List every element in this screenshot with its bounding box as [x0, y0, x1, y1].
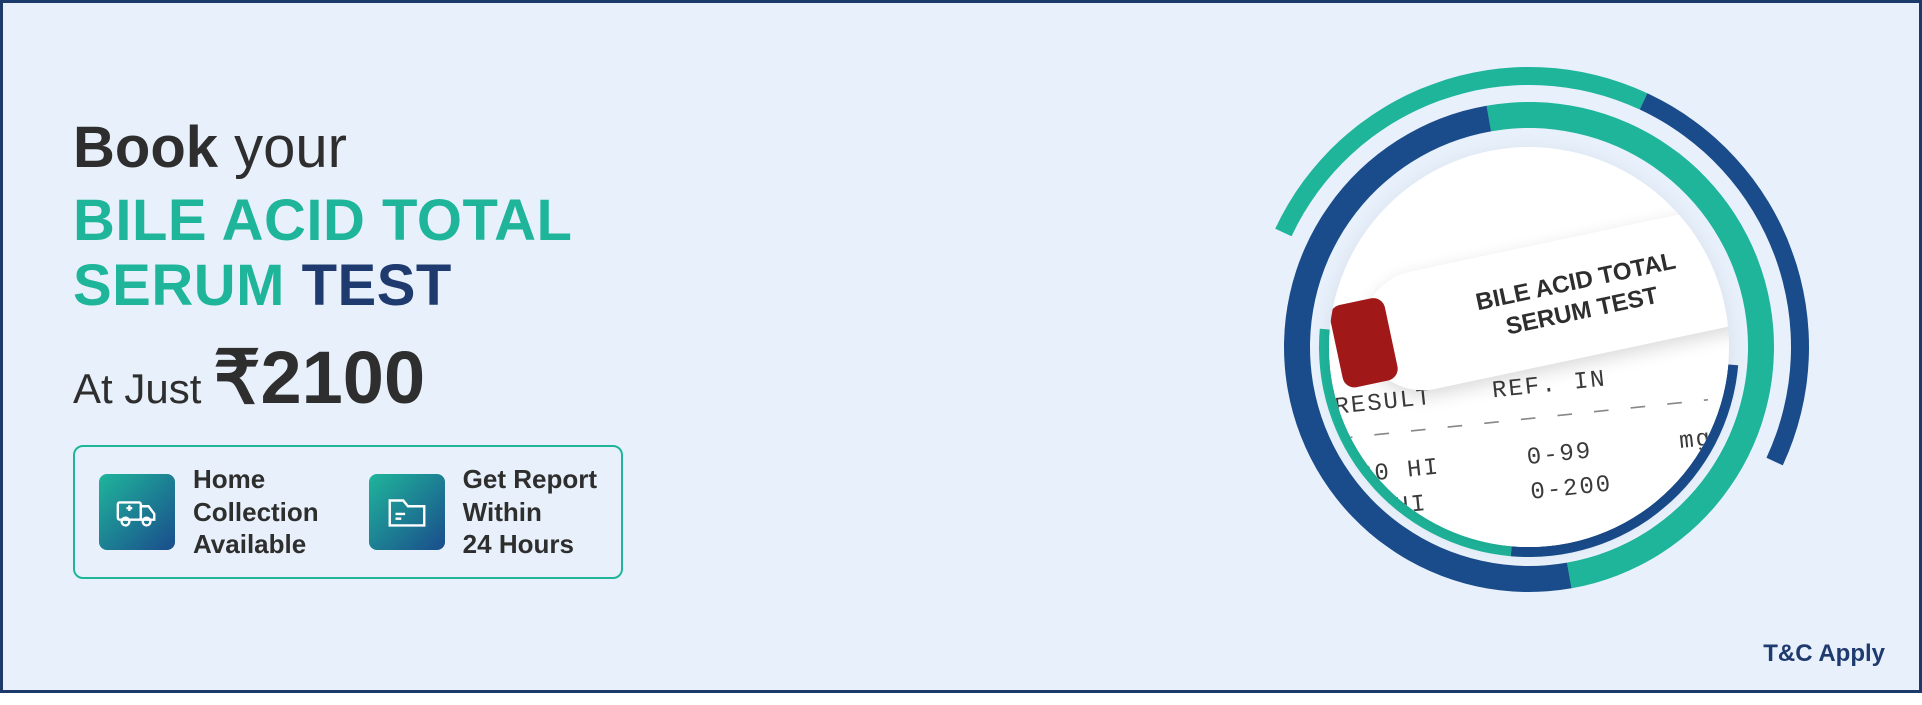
feature-home-collection: Home Collection Available: [99, 463, 319, 561]
report-folder-icon: [369, 474, 445, 550]
heading-line-2b: SERUM TEST: [73, 254, 623, 319]
heading-line-1: Book your: [73, 114, 623, 181]
tube-label: BILE ACID TOTAL SERUM TEST: [1473, 246, 1685, 347]
text-content: Book your BILE ACID TOTAL SERUM TEST At …: [73, 114, 623, 578]
price-prefix: At Just: [73, 365, 201, 413]
features-box: Home Collection Available Get Report Wit…: [73, 445, 623, 579]
circle-photo: RESULT REF. IN — — — — — — — — — — — 560…: [1329, 147, 1729, 547]
tnc-text: T&C Apply: [1763, 640, 1885, 668]
feature-text: Home Collection Available: [193, 463, 319, 561]
feature-text: Get Report Within 24 Hours: [463, 463, 597, 561]
circular-visual: RESULT REF. IN — — — — — — — — — — — 560…: [1249, 67, 1809, 627]
feature-report-time: Get Report Within 24 Hours: [369, 463, 597, 561]
heading-line-2a: BILE ACID TOTAL: [73, 189, 623, 254]
promo-banner: Book your BILE ACID TOTAL SERUM TEST At …: [0, 0, 1922, 693]
price-value: ₹2100: [213, 341, 425, 415]
price-line: At Just ₹2100: [73, 341, 623, 415]
ambulance-icon: [99, 474, 175, 550]
